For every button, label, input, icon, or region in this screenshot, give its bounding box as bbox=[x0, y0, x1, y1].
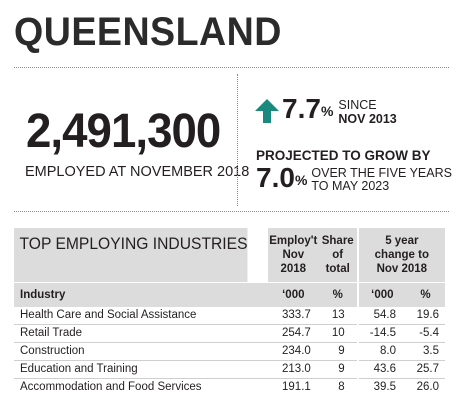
projection-stat: 7.0% OVER THE FIVE YEARS TO MAY 2023 bbox=[256, 164, 452, 193]
sub-header-industry: Industry bbox=[14, 281, 268, 307]
table-title: TOP EMPLOYING INDUSTRIES bbox=[14, 228, 248, 282]
cell-share: 10 bbox=[318, 324, 358, 343]
cell-change-k: 39.5 bbox=[356, 378, 406, 396]
cell-change-k: 8.0 bbox=[356, 342, 406, 361]
vertical-divider bbox=[237, 74, 238, 206]
growth-percent: 7.7% bbox=[282, 93, 334, 124]
title-divider bbox=[14, 67, 449, 68]
cell-industry: Accommodation and Food Services bbox=[20, 381, 202, 393]
table-row: Health Care and Social Assistance 333.7 13… bbox=[14, 306, 445, 325]
employment-caption: EMPLOYED AT NOVEMBER 2018 bbox=[25, 164, 250, 180]
table-row: Construction 234.0 9 8.0 3.5 bbox=[14, 342, 445, 361]
cell-share: 13 bbox=[318, 306, 358, 325]
industries-table: TOP EMPLOYING INDUSTRIES Employ't Nov 2018… bbox=[14, 228, 445, 396]
cell-share: 8 bbox=[338, 381, 345, 393]
arrow-up-icon bbox=[255, 99, 279, 123]
sub-header-employ: ‘000 bbox=[267, 281, 319, 307]
employment-number: 2,491,300 bbox=[26, 105, 221, 158]
sub-header-share: % bbox=[318, 281, 358, 307]
section-divider bbox=[14, 211, 449, 212]
cell-share: 9 bbox=[318, 360, 358, 379]
growth-stat: 7.7% SINCE NOV 2013 bbox=[254, 95, 397, 126]
growth-since: SINCE NOV 2013 bbox=[338, 98, 396, 126]
col-header-share: Share of total bbox=[318, 228, 358, 282]
cell-change-pct: 3.5 bbox=[406, 342, 445, 361]
cell-industry: Construction bbox=[14, 342, 268, 361]
cell-change-pct: -5.4 bbox=[406, 324, 445, 343]
col-header-change: 5 year change to Nov 2018 bbox=[356, 228, 445, 282]
sub-header-change-pct: % bbox=[406, 281, 445, 307]
cell-employ: 254.7 bbox=[267, 324, 319, 343]
page-title: QUEENSLAND bbox=[14, 10, 282, 54]
cell-industry: Retail Trade bbox=[14, 324, 268, 343]
cell-change-pct: 25.7 bbox=[406, 360, 445, 379]
table-row: Accommodation and Food Services 191.1 8 39.… bbox=[14, 378, 445, 396]
cell-employ: 333.7 bbox=[267, 306, 319, 325]
cell-change-pct: 26.0 bbox=[416, 381, 439, 393]
cell-share: 9 bbox=[318, 342, 358, 361]
projection-text: OVER THE FIVE YEARS TO MAY 2023 bbox=[311, 166, 452, 193]
cell-change-k: 54.8 bbox=[356, 306, 406, 325]
cell-change-k: 43.6 bbox=[356, 360, 406, 379]
col-header-employ: Employ't Nov 2018 bbox=[267, 228, 319, 282]
cell-employ: 234.0 bbox=[267, 342, 319, 361]
sub-header-change-k: ‘000 bbox=[356, 281, 406, 307]
table-row: Retail Trade 254.7 10 -14.5 -5.4 bbox=[14, 324, 445, 343]
cell-industry: Health Care and Social Assistance bbox=[14, 306, 268, 325]
cell-industry: Education and Training bbox=[14, 360, 268, 379]
projection-percent: 7.0% bbox=[256, 162, 308, 193]
cell-employ: 191.1 bbox=[282, 381, 311, 393]
cell-employ: 213.0 bbox=[267, 360, 319, 379]
since-date: NOV 2013 bbox=[338, 112, 397, 126]
cell-change-k: -14.5 bbox=[356, 324, 406, 343]
cell-change-pct: 19.6 bbox=[406, 306, 445, 325]
projection-label: PROJECTED TO GROW BY bbox=[256, 148, 431, 163]
table-row: Education and Training 213.0 9 43.6 25.7 bbox=[14, 360, 445, 379]
since-label: SINCE bbox=[338, 98, 377, 112]
